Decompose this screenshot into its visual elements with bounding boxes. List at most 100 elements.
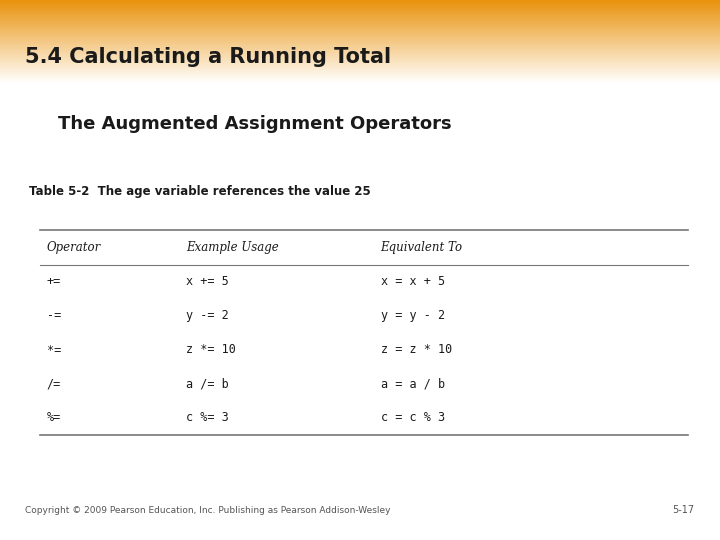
Bar — [0, 28, 720, 29]
Text: Copyright © 2009 Pearson Education, Inc. Publishing as Pearson Addison-Wesley: Copyright © 2009 Pearson Education, Inc.… — [25, 506, 391, 515]
Bar — [0, 65, 720, 66]
Bar — [0, 23, 720, 24]
Bar — [0, 77, 720, 78]
Bar — [0, 80, 720, 81]
Bar — [0, 19, 720, 21]
Bar — [0, 40, 720, 41]
Bar — [0, 5, 720, 6]
Bar — [0, 13, 720, 14]
Bar — [0, 46, 720, 47]
Bar — [0, 18, 720, 19]
Bar — [0, 33, 720, 34]
Bar — [0, 63, 720, 64]
Bar — [0, 56, 720, 57]
Bar — [0, 26, 720, 28]
Bar — [0, 36, 720, 37]
Bar — [0, 4, 720, 5]
Bar — [0, 75, 720, 76]
Bar — [0, 64, 720, 65]
Bar — [0, 26, 720, 27]
Bar — [0, 52, 720, 53]
Text: +=: += — [47, 275, 61, 288]
Bar — [0, 50, 720, 51]
Bar — [0, 28, 720, 29]
Bar — [0, 80, 720, 82]
Bar — [0, 42, 720, 43]
Bar — [0, 54, 720, 55]
Bar — [0, 29, 720, 30]
Bar — [0, 43, 720, 44]
Bar — [0, 82, 720, 83]
Bar — [0, 12, 720, 14]
Bar — [0, 17, 720, 18]
Bar — [0, 65, 720, 66]
Bar — [0, 10, 720, 11]
Bar — [0, 66, 720, 67]
Bar — [0, 72, 720, 73]
Bar — [0, 53, 720, 54]
Bar — [0, 56, 720, 57]
Bar — [0, 7, 720, 8]
Bar — [0, 6, 720, 7]
Bar — [0, 2, 720, 3]
Bar — [0, 18, 720, 19]
Bar — [0, 73, 720, 75]
Bar — [0, 27, 720, 28]
Bar — [0, 49, 720, 50]
Bar — [0, 32, 720, 33]
Text: y -= 2: y -= 2 — [186, 309, 229, 322]
Text: /=: /= — [47, 377, 61, 390]
Bar — [0, 61, 720, 62]
Bar — [0, 30, 720, 31]
Bar — [0, 49, 720, 50]
Bar — [0, 5, 720, 6]
Bar — [0, 36, 720, 37]
Bar — [0, 8, 720, 9]
Bar — [0, 77, 720, 78]
Text: z = z * 10: z = z * 10 — [380, 343, 451, 356]
Bar — [0, 46, 720, 48]
Bar — [0, 55, 720, 56]
Bar — [0, 17, 720, 18]
Bar — [0, 34, 720, 35]
Bar — [0, 73, 720, 74]
Bar — [0, 33, 720, 35]
Bar — [0, 6, 720, 8]
Bar — [0, 20, 720, 21]
Bar — [0, 62, 720, 63]
Bar — [0, 24, 720, 25]
Bar — [0, 16, 720, 17]
Bar — [0, 70, 720, 71]
Text: 5-17: 5-17 — [672, 505, 695, 515]
Bar — [0, 53, 720, 55]
Bar — [0, 69, 720, 70]
Bar — [0, 4, 720, 5]
Bar — [0, 19, 720, 20]
Text: Operator: Operator — [47, 240, 101, 254]
Bar — [0, 22, 720, 23]
Bar — [0, 2, 720, 3]
Text: c = c % 3: c = c % 3 — [380, 411, 445, 424]
Bar — [0, 42, 720, 43]
Bar — [0, 21, 720, 22]
Bar — [0, 1, 720, 2]
Bar — [0, 62, 720, 63]
Text: a = a / b: a = a / b — [380, 377, 445, 390]
Bar — [0, 11, 720, 12]
Bar — [0, 58, 720, 59]
Text: z *= 10: z *= 10 — [186, 343, 236, 356]
Bar — [0, 14, 720, 15]
Bar — [0, 37, 720, 38]
Bar — [0, 76, 720, 77]
Bar — [0, 55, 720, 56]
Bar — [0, 38, 720, 39]
Bar — [0, 48, 720, 49]
Bar — [0, 17, 720, 18]
Bar — [0, 44, 720, 45]
Bar — [0, 67, 720, 68]
Bar — [0, 78, 720, 79]
Bar — [0, 65, 720, 66]
Bar — [0, 78, 720, 79]
Bar — [0, 59, 720, 60]
Bar — [0, 11, 720, 12]
